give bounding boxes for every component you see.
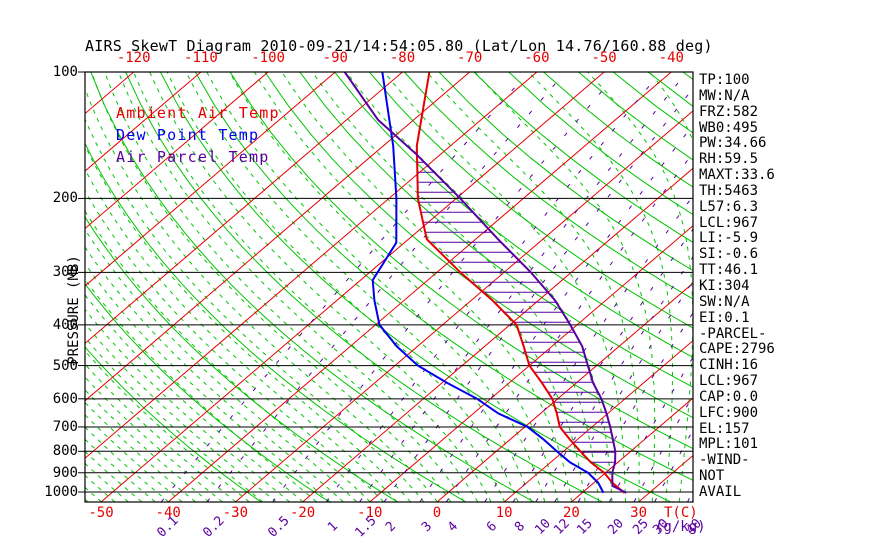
stat-line: L57:6.3 bbox=[699, 198, 759, 215]
top-temp-tick-label: -100 bbox=[251, 50, 285, 66]
isotherms-group bbox=[85, 72, 693, 502]
stat-line: MPL:101 bbox=[699, 436, 759, 453]
stat-line: FRZ:582 bbox=[699, 103, 759, 120]
stat-line: CAPE:2796 bbox=[699, 341, 775, 358]
bottom-temp-tick-label: 20 bbox=[562, 505, 580, 521]
bottom-temp-tick-label: -20 bbox=[289, 505, 316, 521]
top-temp-tick-label: -60 bbox=[524, 50, 550, 66]
stat-line: RH:59.5 bbox=[699, 151, 759, 168]
top-temp-tick-label: -40 bbox=[658, 50, 684, 66]
legend-air-parcel-temp: Air Parcel Temp bbox=[116, 148, 270, 166]
top-temp-tick-label: -110 bbox=[184, 50, 218, 66]
top-temp-tick-label: -80 bbox=[389, 50, 416, 66]
bottom-temp-tick-label: 0 bbox=[432, 505, 442, 521]
bottom-temp-tick-label: 30 bbox=[630, 505, 648, 521]
top-temp-tick-label: -50 bbox=[591, 50, 617, 66]
pressure-tick-label: 900 bbox=[52, 464, 78, 481]
stat-line: EI:0.1 bbox=[699, 309, 750, 326]
legend-ambient-air-temp: Ambient Air Temp bbox=[116, 104, 280, 122]
temp-unit-label: T(C) bbox=[664, 505, 698, 521]
stat-line: AVAIL bbox=[699, 483, 742, 500]
mixing-ratio-lines-group bbox=[160, 80, 693, 502]
pressure-tick-label: 200 bbox=[52, 190, 78, 207]
pressure-axis-label: PRESSURE (MB) bbox=[66, 255, 82, 365]
bottom-temp-tick-label: -50 bbox=[88, 505, 114, 521]
stat-line: LI:-5.9 bbox=[699, 230, 759, 247]
pressure-gridlines-group bbox=[85, 72, 693, 493]
pressure-tick-label: 500 bbox=[52, 357, 78, 374]
top-temp-tick-label: -90 bbox=[322, 50, 348, 66]
stat-line: KI:304 bbox=[699, 277, 750, 294]
chart-title: AIRS SkewT Diagram 2010-09-21/14:54:05.8… bbox=[85, 37, 713, 55]
stats-panel: TP:100 MW:N/A FRZ:582 WB0:495 PW:34.66 RH:59.… bbox=[699, 72, 775, 501]
stat-line: LCL:967 bbox=[699, 373, 759, 390]
pressure-tick-label: 700 bbox=[52, 418, 78, 435]
stat-line: MAXT:33.6 bbox=[699, 167, 775, 184]
bottom-temp-tick-label: -40 bbox=[155, 505, 181, 521]
stat-line: CINH:16 bbox=[699, 357, 759, 374]
bottom-temp-tick-label: 10 bbox=[495, 505, 513, 521]
bottom-temp-tick-label: -30 bbox=[222, 505, 249, 521]
stat-line: CAP:0.0 bbox=[699, 388, 759, 405]
legend-dew-point-temp: Dew Point Temp bbox=[116, 126, 260, 144]
ambient-temp-curve bbox=[415, 72, 626, 494]
stat-line: SI:-0.6 bbox=[699, 246, 759, 263]
pressure-tick-label: 600 bbox=[52, 390, 78, 407]
dewpoint-curve bbox=[371, 72, 605, 494]
pressure-tick-label: 100 bbox=[52, 64, 78, 80]
top-temp-tick-label: -120 bbox=[116, 50, 151, 66]
pressure-axis-ticks bbox=[78, 71, 85, 493]
parcel-temp-curve bbox=[343, 72, 627, 494]
pressure-tick-label: 400 bbox=[52, 316, 78, 333]
stat-line: TP:100 bbox=[699, 72, 750, 88]
bottom-temp-tick-label: -10 bbox=[357, 505, 383, 521]
pressure-tick-label: 800 bbox=[52, 443, 78, 460]
stat-line: SW:N/A bbox=[699, 293, 750, 310]
stat-line: TT:46.1 bbox=[699, 262, 759, 279]
pressure-tick-label: 1000 bbox=[44, 484, 78, 500]
stat-line: PW:34.66 bbox=[699, 135, 767, 152]
stat-line: WB0:495 bbox=[699, 119, 759, 136]
moist-adiabats-group bbox=[85, 72, 693, 502]
top-temp-tick-label: -70 bbox=[457, 50, 483, 66]
stat-line: NOT bbox=[699, 468, 725, 485]
stat-line: EL:157 bbox=[699, 420, 750, 437]
stat-line: LCL:967 bbox=[699, 214, 759, 231]
pressure-tick-label: 300 bbox=[52, 264, 78, 281]
stat-line: LFC:900 bbox=[699, 404, 759, 421]
stat-line: -WIND- bbox=[699, 452, 750, 469]
plot-frame bbox=[84, 71, 694, 503]
stat-line: -PARCEL- bbox=[699, 325, 767, 342]
cape-hatch-group bbox=[417, 161, 616, 473]
stat-line: TH:5463 bbox=[699, 182, 759, 199]
mixing-unit-label: (g/kg) bbox=[655, 519, 706, 535]
stat-line: MW:N/A bbox=[699, 87, 750, 104]
